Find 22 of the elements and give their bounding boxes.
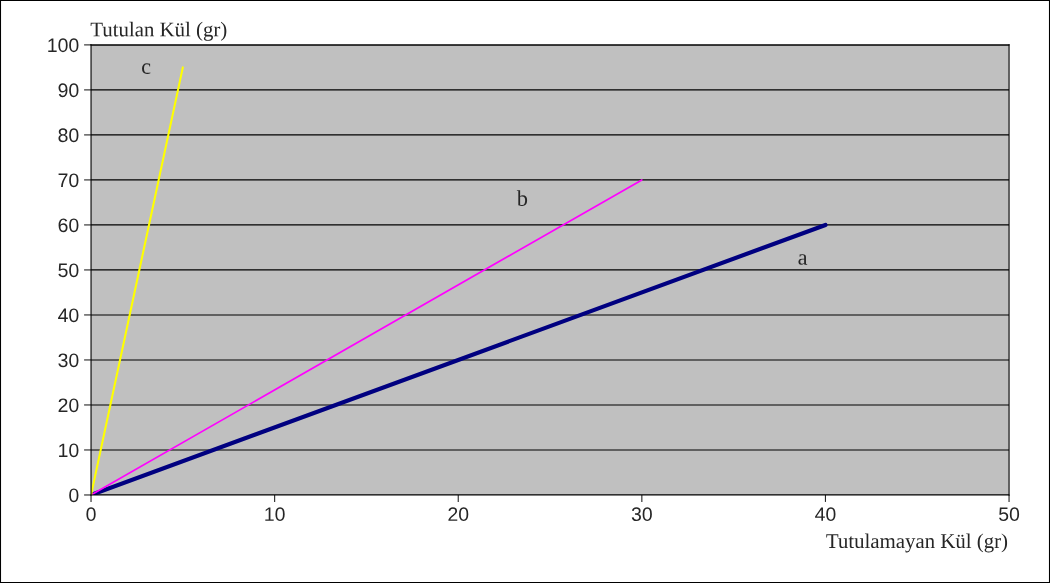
y-tick-label: 0 [69, 488, 79, 503]
y-tick-label: 100 [48, 38, 79, 53]
series-label: b [516, 190, 528, 206]
x-tick-label: 30 [631, 507, 652, 522]
y-tick-label: 70 [58, 173, 79, 188]
y-tick-label: 20 [58, 398, 79, 413]
series-label: a [798, 254, 808, 265]
y-tick-label: 60 [58, 218, 79, 233]
y-tick-label: 50 [58, 263, 79, 278]
y-axis-title: Tutulan Kül (gr) [90, 21, 227, 41]
series-label: c [142, 63, 151, 74]
x-tick-label: 40 [815, 507, 836, 522]
x-tick-label: 10 [265, 507, 285, 522]
y-tick-label: 80 [58, 128, 79, 143]
x-axis-title: Tutulamayan Kül (gr) [826, 533, 1008, 553]
y-tick-label: 30 [58, 353, 79, 368]
y-tick-label: 90 [58, 83, 79, 98]
x-tick-label: 20 [448, 507, 469, 522]
x-tick-label: 0 [86, 507, 96, 522]
y-tick-label: 10 [59, 443, 79, 458]
x-tick-label: 50 [999, 507, 1020, 522]
y-tick-label: 40 [58, 308, 79, 323]
